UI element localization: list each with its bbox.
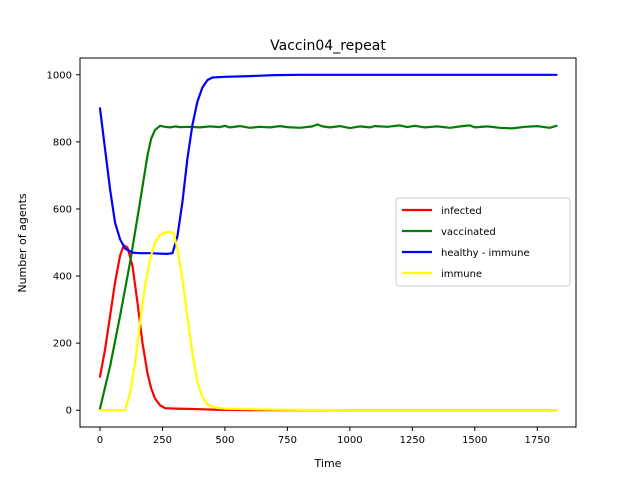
y-axis-ticks: 0 200 400 600 800 1000: [47, 70, 80, 417]
x-tick-label: 0: [97, 435, 103, 446]
series-line-healthy-immune: [98, 73, 558, 255]
x-tick-label: 1500: [462, 435, 487, 446]
y-tick-label: 0: [66, 406, 72, 417]
x-tick-label: 1000: [337, 435, 362, 446]
series-lines: [98, 73, 558, 412]
y-tick-label: 200: [53, 339, 72, 350]
plot-area-frame: [79, 57, 577, 428]
y-tick-label: 1000: [47, 70, 72, 81]
legend-label-healthy-immune: healthy - immune: [441, 248, 530, 259]
y-tick-label: 800: [53, 137, 72, 148]
legend-label-immune: immune: [441, 269, 482, 280]
x-tick-label: 1250: [400, 435, 425, 446]
chart-title: Vaccin04_repeat: [270, 38, 386, 54]
legend-items: infected vaccinated healthy - immune immune: [402, 206, 530, 280]
legend-label-vaccinated: vaccinated: [441, 227, 496, 238]
x-tick-label: 250: [153, 435, 172, 446]
y-tick-label: 400: [53, 272, 72, 283]
x-tick-label: 750: [278, 435, 297, 446]
y-axis-label: Number of agents: [16, 193, 29, 293]
x-tick-label: 1750: [525, 435, 550, 446]
y-tick-label: 600: [53, 204, 72, 215]
x-axis-label: Time: [314, 457, 342, 470]
legend-label-infected: infected: [441, 206, 482, 217]
series-line-immune: [98, 230, 558, 412]
series-line-vaccinated: [98, 123, 558, 410]
legend: infected vaccinated healthy - immune immune: [395, 197, 571, 287]
x-axis-ticks: 0 250 500 750 1000 1250 1500 1750: [97, 427, 550, 446]
x-tick-label: 500: [215, 435, 234, 446]
legend-box: [395, 197, 571, 287]
